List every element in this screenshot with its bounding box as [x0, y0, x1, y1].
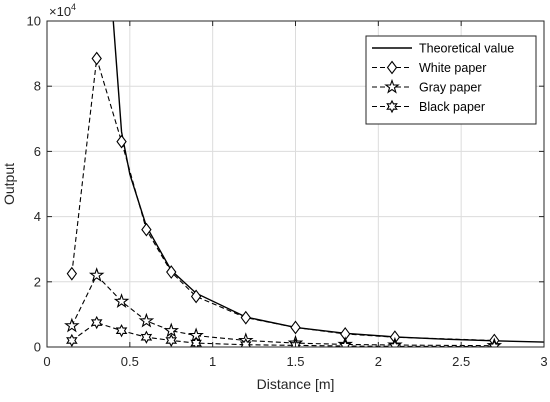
data-point-marker [488, 339, 501, 347]
data-point-marker [190, 336, 202, 347]
x-tick-label: 0 [43, 354, 50, 369]
series-line [71, 321, 495, 347]
series-3 [66, 315, 501, 347]
data-point-marker [88, 267, 105, 282]
data-point-marker [339, 339, 351, 347]
legend: Theoretical value White paper Gray paper Bl… [365, 35, 537, 125]
y-tick-label: 2 [34, 274, 41, 289]
x-tick-label: 0.5 [121, 354, 139, 369]
legend-label: Black paper [419, 100, 485, 114]
legend-marker [386, 99, 398, 114]
x-tick-label: 3 [540, 354, 547, 369]
x-tick-label: 2.5 [452, 354, 470, 369]
data-point-marker [91, 51, 102, 66]
data-point-marker [64, 317, 80, 333]
y-exponent-base: ×10 [49, 4, 71, 19]
legend-entry: Black paper [372, 99, 485, 114]
legend-marker [384, 78, 400, 94]
data-point-marker [141, 222, 152, 237]
data-point-marker [190, 289, 202, 304]
axis-ticks: 0 0.5 1 1.5 2 2.5 3 0 2 4 6 8 10 [27, 14, 548, 370]
data-point-marker [240, 338, 252, 347]
data-point-marker [116, 134, 127, 149]
legend-label: White paper [419, 61, 486, 75]
x-tick-label: 2 [375, 354, 382, 369]
y-tick-label: 8 [34, 79, 41, 94]
x-tick-label: 1.5 [286, 354, 304, 369]
legend-marker [386, 60, 398, 75]
legend-entries: Theoretical value White paper Gray paper Bl… [372, 42, 514, 114]
x-tick-label: 1 [209, 354, 216, 369]
legend-entry: Gray paper [372, 78, 482, 95]
y-tick-label: 6 [34, 144, 41, 159]
legend-label: Gray paper [419, 81, 482, 95]
x-axis-label: Distance [m] [257, 376, 335, 392]
data-point-marker [90, 315, 103, 330]
data-point-marker [165, 333, 178, 347]
y-tick-label: 0 [34, 340, 41, 355]
data-point-marker [66, 266, 78, 281]
series-line [71, 58, 495, 342]
data-point-marker [66, 333, 78, 347]
data-point-marker [113, 293, 130, 308]
legend-label: Theoretical value [419, 42, 514, 56]
data-point-marker [115, 324, 128, 338]
series-line [71, 274, 495, 347]
y-axis-label: Output [1, 163, 17, 205]
data-point-marker [240, 310, 251, 325]
series-layer [64, 21, 544, 347]
y-exponent-power: 4 [71, 2, 76, 12]
data-point-marker [140, 330, 153, 344]
y-tick-label: 4 [34, 209, 41, 224]
data-point-marker [290, 320, 301, 335]
data-point-marker [389, 339, 401, 347]
data-point-marker [163, 322, 180, 338]
legend-entry: White paper [372, 60, 486, 75]
data-point-marker [138, 312, 155, 328]
data-point-marker [166, 265, 177, 279]
legend-entry: Theoretical value [372, 42, 514, 56]
y-tick-label: 10 [27, 14, 41, 29]
